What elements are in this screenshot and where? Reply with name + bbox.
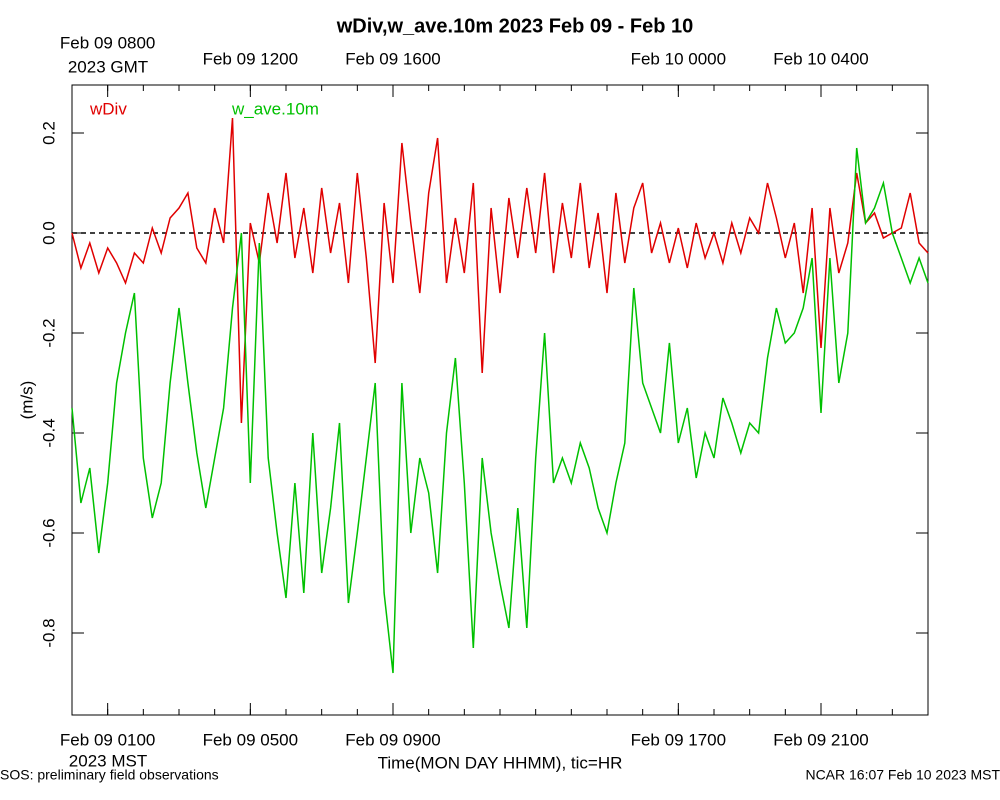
y-tick-label: 0.2 [39,121,58,145]
x2-tick-label: Feb 09 0800 [60,33,155,52]
footer-left: SOS: preliminary field observations [0,767,219,783]
y-tick-label: -0.6 [39,518,58,547]
plot-frame [71,84,929,716]
y-tick-label: -0.8 [39,618,58,647]
y-tick-label: 0.0 [39,221,58,245]
legend-entry: wDiv [89,99,127,118]
legend-entry: w_ave.10m [231,99,319,118]
x2-tick-label: Feb 09 1200 [203,49,298,68]
x-tick-label: Feb 09 2100 [773,730,868,749]
x2-tick-label: Feb 10 0400 [773,49,868,68]
y-axis-label: (m/s) [17,381,36,420]
chart-title: wDiv,w_ave.10m 2023 Feb 09 - Feb 10 [336,15,693,37]
y-tick-label: -0.2 [39,318,58,347]
x2-tick-label: Feb 10 0000 [631,49,726,68]
data-line [71,117,929,424]
x2-sublabel: 2023 GMT [68,57,148,76]
x-tick-label: Feb 09 0500 [203,730,298,749]
x-tick-label: Feb 09 1700 [631,730,726,749]
data-line [71,147,929,674]
x2-tick-label: Feb 09 1600 [345,49,440,68]
x-sublabel: 2023 MST [69,751,147,770]
x-tick-label: Feb 09 0100 [60,730,155,749]
x-tick-label: Feb 09 0900 [345,730,440,749]
y-tick-label: -0.4 [39,418,58,447]
x-axis-label: Time(MON DAY HHMM), tic=HR [378,753,623,772]
footer-right: NCAR 16:07 Feb 10 2023 MST [805,767,1000,783]
